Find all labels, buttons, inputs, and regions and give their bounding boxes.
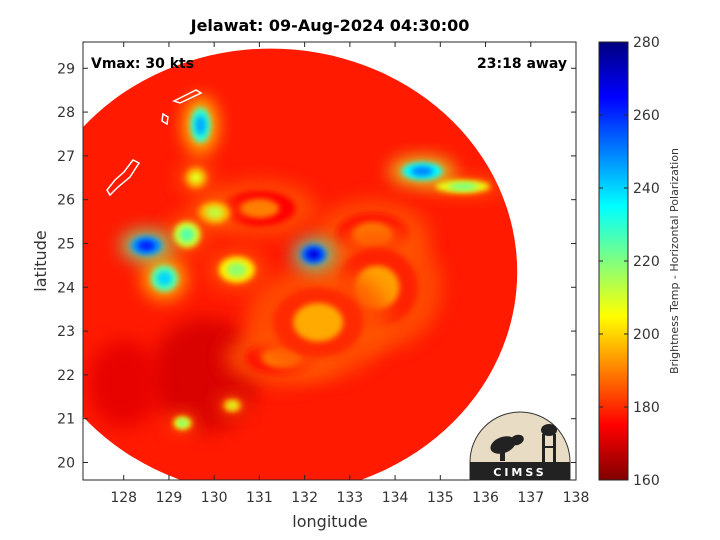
vmax-annotation: Vmax: 30 kts <box>91 56 194 72</box>
x-tick-label: 134 <box>382 490 409 506</box>
axes-box <box>82 41 577 481</box>
y-axis: 20 21 22 23 24 25 26 27 28 29 <box>57 61 576 471</box>
colorbar-ticks: 160 180 200 220 240 260 280 <box>599 35 660 489</box>
x-tick-label: 138 <box>563 490 590 506</box>
y-tick-label: 26 <box>57 193 75 209</box>
colorbar-label: Brightness Temp - Horizontal Polarizatio… <box>668 148 681 374</box>
colorbar-tick-label: 240 <box>633 181 660 197</box>
x-axis-label: longitude <box>292 512 367 531</box>
water-tower-icon <box>541 424 557 462</box>
convection-core <box>227 401 238 410</box>
colorbar-tick-label: 160 <box>633 473 660 489</box>
y-tick-label: 23 <box>57 324 75 340</box>
x-tick-label: 129 <box>156 490 183 506</box>
convection-core <box>195 115 207 135</box>
y-axis-label: latitude <box>31 230 50 291</box>
logo-text: CIMSS <box>493 466 546 479</box>
x-tick-label: 135 <box>427 490 454 506</box>
time-offset-annotation: 23:18 away <box>477 56 567 72</box>
island-outline <box>161 112 169 126</box>
island-outline <box>106 159 141 197</box>
brightness-temp-swath <box>83 48 518 480</box>
colorbar-tick-label: 200 <box>633 327 660 343</box>
coastlines <box>106 89 203 197</box>
x-tick-label: 136 <box>472 490 499 506</box>
convection-core <box>226 262 247 277</box>
convection-core <box>306 249 321 260</box>
x-axis: 128 129 130 131 132 133 134 135 136 137 138 <box>110 42 589 506</box>
convection-core <box>179 227 195 242</box>
colorbar-tick-label: 220 <box>633 254 660 270</box>
y-tick-label: 24 <box>57 280 75 296</box>
y-tick-label: 22 <box>57 368 75 384</box>
convection-core <box>239 198 280 219</box>
swath-disk <box>83 48 518 480</box>
y-tick-label: 29 <box>57 61 75 77</box>
convection-core <box>293 303 344 342</box>
cimss-logo: CIMSS <box>469 411 571 481</box>
colorbar-tick-label: 280 <box>633 35 660 51</box>
y-tick-label: 21 <box>57 412 75 428</box>
satellite-dish-icon <box>490 434 524 461</box>
colorbar-tick-label: 260 <box>633 108 660 124</box>
y-tick-label: 28 <box>57 105 75 121</box>
y-tick-label: 20 <box>57 455 75 471</box>
convection-core <box>156 271 172 286</box>
x-tick-label: 132 <box>291 490 318 506</box>
convection-core <box>189 171 203 184</box>
convection-core <box>205 206 223 219</box>
chart-title: Jelawat: 09-Aug-2024 04:30:00 <box>190 16 470 35</box>
x-tick-label: 130 <box>201 490 228 506</box>
x-tick-label: 137 <box>517 490 544 506</box>
y-tick-label: 27 <box>57 149 75 165</box>
x-tick-label: 128 <box>110 490 137 506</box>
swath-features <box>87 97 507 434</box>
x-tick-label: 131 <box>246 490 273 506</box>
convection-core <box>411 166 434 177</box>
cold-region <box>87 339 160 428</box>
island-outline <box>172 89 203 104</box>
logo-banner <box>470 462 570 480</box>
x-tick-label: 133 <box>336 490 363 506</box>
convection-core <box>448 182 478 191</box>
convection-core <box>177 419 188 427</box>
convection-core <box>137 240 156 251</box>
colorbar-tick-label: 180 <box>633 400 660 416</box>
colorbar <box>598 41 629 481</box>
y-tick-label: 25 <box>57 236 75 252</box>
